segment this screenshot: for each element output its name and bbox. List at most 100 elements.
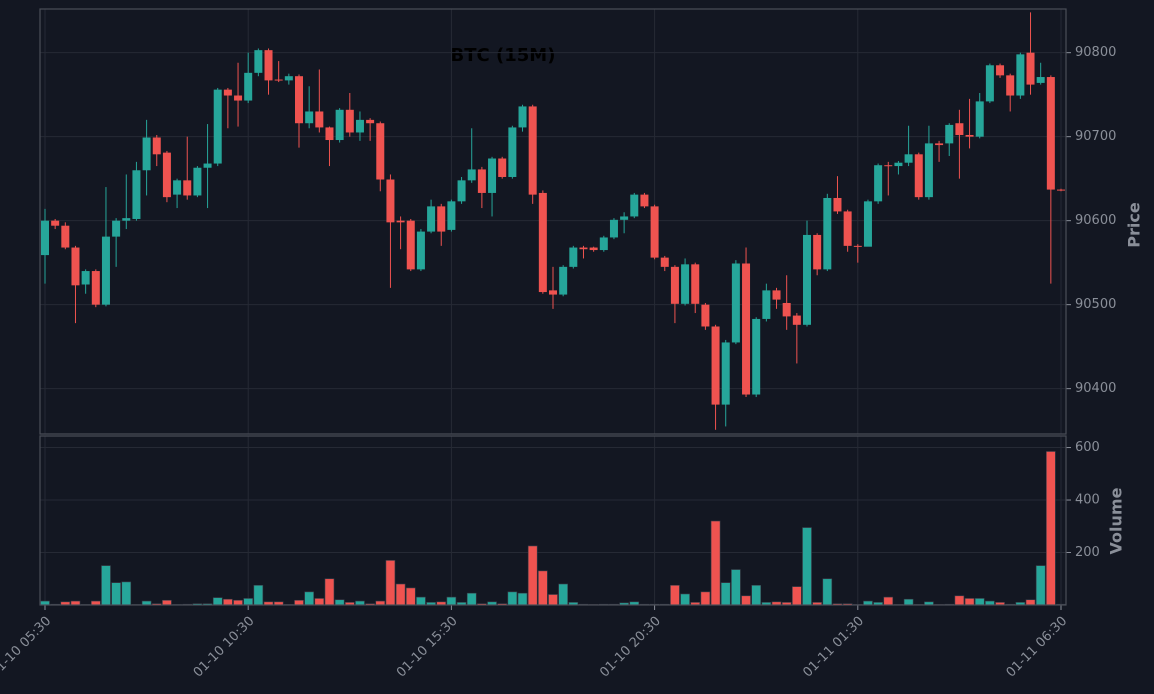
candle-body [924,143,933,198]
volume-bar [243,598,253,606]
candle-body [41,220,49,256]
candle-body [183,180,192,196]
candle-body [203,163,212,168]
volume-bar [883,596,894,606]
volume-panel-frame [39,435,1067,606]
candle-body [406,220,415,270]
volume-bar [1025,599,1036,606]
candle-body [335,109,344,141]
candle-body [1046,77,1055,190]
candle-body [61,225,70,248]
candle-body [498,158,507,177]
candle-body [132,170,141,219]
volume-bar [822,578,833,606]
candle-body [681,264,690,304]
candle-body [904,154,913,163]
volume-bar [548,594,558,606]
volume-bar [111,582,121,606]
volume-bar [304,591,314,606]
volume-bar [253,585,264,606]
price-panel-frame [39,8,1067,435]
candle-body [782,302,791,317]
candle-body [101,236,110,305]
y-tick-label: 90800 [1075,45,1116,60]
candle-body [955,123,964,135]
candle-body [51,220,60,226]
candle-body [427,206,436,232]
candle-body [945,124,954,144]
candle-body [996,65,1005,76]
candle-body [579,247,588,250]
volume-bar [334,599,345,606]
volume-bar [1035,565,1046,606]
candle-body [538,192,547,293]
chart-title: BTC (15M) [451,45,556,66]
candle-body [1016,54,1025,96]
candle-body [91,271,100,305]
volume-bar [314,598,325,606]
volume-bar [162,599,172,606]
candle-body [823,197,832,270]
candle-body [670,266,679,304]
y-tick-label: 90400 [1075,381,1116,396]
y2-tick-label: 200 [1075,545,1100,560]
volume-bar [121,581,132,606]
volume-bar [670,585,680,606]
volume-bar [964,598,975,606]
candle-body [71,247,80,286]
candle-body [853,245,862,247]
volume-bar [466,592,477,606]
volume-axis-label: Volume [1107,487,1126,554]
volume-bar [527,545,538,606]
candle-body [264,50,273,81]
candle-body [122,218,131,221]
candle-body [396,220,405,223]
candle-body [437,206,446,232]
volume-bar [507,591,518,606]
candle-body [284,76,293,81]
candle-body [477,169,486,193]
y2-tick-label: 600 [1075,440,1100,455]
y-tick-label: 90600 [1075,213,1116,228]
candle-body [295,76,303,124]
volume-bar [954,595,965,606]
candle-body [660,257,669,267]
volume-bar [538,570,548,606]
candle-body [508,127,517,177]
volume-bar [517,592,528,606]
volume-bar [680,593,690,606]
candle-body [630,194,639,217]
candle-body [874,165,883,202]
candle-body [355,119,364,133]
candle-body [711,326,720,405]
candle-body [416,231,425,270]
volume-bar [212,597,223,606]
candle-body [803,234,811,325]
y2-tick-label: 400 [1075,493,1100,508]
volume-bar [802,527,812,606]
candle-body [914,154,923,198]
candle-body [244,72,253,101]
candle-body [1036,77,1045,83]
candle-body [589,247,598,251]
volume-bar [731,569,741,606]
candle-body [81,271,90,285]
volume-bar [741,595,751,606]
candle-body [274,79,283,81]
candle-body [813,234,822,270]
candle-body [742,263,751,395]
volume-bar [1046,451,1056,606]
candle-body [305,111,314,124]
volume-bar [233,599,243,606]
candle-body [569,247,578,267]
candle-body [1057,189,1065,191]
candle-body [985,65,994,102]
volume-bar [974,598,985,606]
candle-body [752,318,761,395]
candle-body [1026,52,1035,85]
candle-body [528,106,537,195]
volume-bar [223,598,233,606]
candle-body [467,169,476,181]
volume-bar [405,587,416,606]
